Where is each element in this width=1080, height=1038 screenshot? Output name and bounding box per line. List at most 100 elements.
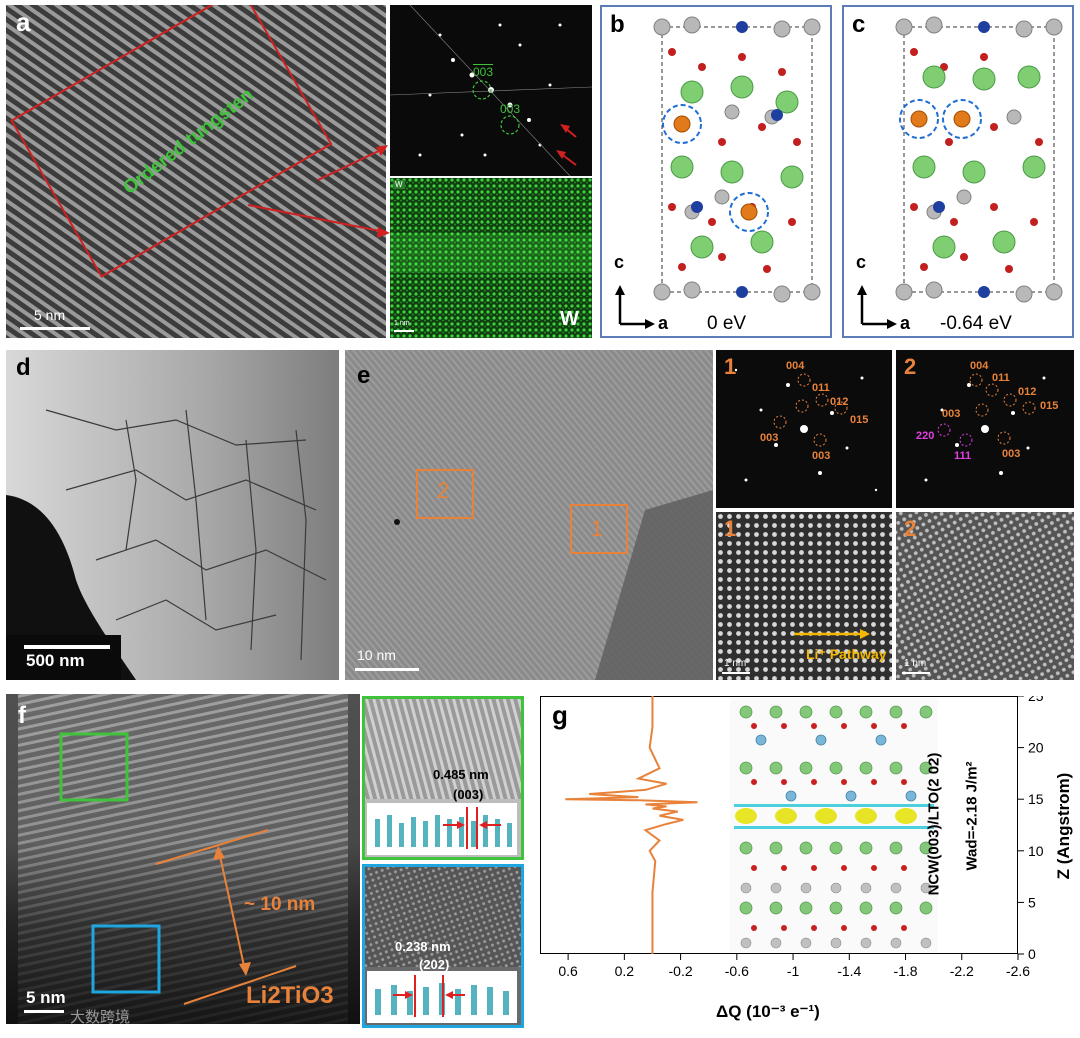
x-tick-label: -0.2: [669, 963, 693, 979]
panel-a-fft: 003 003: [390, 5, 592, 176]
fft-spot-label: 015: [1040, 400, 1059, 412]
hr-tag: 2: [904, 516, 917, 541]
panel-label: e: [357, 362, 371, 389]
charge-difference-line: [565, 696, 698, 954]
scale-bar-label: 5 nm: [34, 307, 66, 323]
scale-bar: [394, 330, 414, 332]
panel-label: g: [552, 700, 568, 730]
scale-bar-label: 1 nm: [904, 658, 927, 669]
axis-a-label: a: [900, 313, 911, 333]
hr-tag: 1: [724, 516, 737, 541]
thickness-label: ~ 10 nm: [244, 894, 316, 915]
fft-tag: 1: [724, 354, 737, 379]
scale-bar-label: 10 nm: [357, 647, 396, 663]
fft-spot-label: 003: [1002, 448, 1021, 460]
lattice-and-profile: [365, 699, 521, 855]
hrtem-texture: [345, 350, 713, 680]
fft-spot-label: 012: [1018, 386, 1037, 398]
plane-label: (003): [453, 787, 484, 802]
blue-roi-box: [91, 924, 161, 994]
x-axis-label: ΔQ (10⁻³ e⁻¹): [716, 1002, 820, 1021]
x-tick-label: -2.2: [950, 963, 974, 979]
y-tick-label: 25: [1028, 696, 1044, 704]
panel-label: c: [852, 11, 866, 38]
crystal-structure: [857, 16, 1063, 329]
panel-g-chart: 0.6 0.2 -0.2 -0.6 -1 -1.4 -1.8 -2.2 -2.6 0 5 10 15 20…: [540, 696, 1080, 1038]
axis-c-label: c: [614, 252, 625, 272]
watermark: 大数跨境: [70, 1009, 131, 1024]
spacing-label: 0.238 nm: [395, 939, 451, 954]
x-tick-label: -0.6: [725, 963, 749, 979]
stem-texture: [6, 694, 360, 1024]
wad-label: Wad=-2.18 J/m²: [963, 761, 981, 871]
fft-spot-label: 003: [500, 102, 521, 116]
ordered-region-box: [10, 5, 333, 278]
li-pathway-label: Li⁺ Pathway: [806, 646, 887, 662]
stem-lattice-texture: [6, 5, 386, 338]
scale-bar: [20, 327, 90, 330]
x-tick-label: -1.4: [837, 963, 861, 979]
axis-a-label: a: [658, 313, 669, 333]
x-tick-label: -1: [787, 963, 800, 979]
panel-b-crystal-model: b c a 0 eV: [600, 5, 832, 338]
fft-spot-label: 003: [760, 432, 779, 444]
panel-label: f: [18, 702, 26, 729]
panel-label: d: [16, 354, 31, 381]
slab-structure: [730, 698, 938, 952]
y-tick-label: 5: [1028, 894, 1036, 910]
eds-element-label: W: [560, 308, 579, 330]
hrtem-region-1: 1 Li⁺ Pathway 1 nm: [716, 512, 892, 680]
fft-pattern: [734, 368, 878, 492]
fft-spot-label: 015: [850, 414, 869, 426]
scale-bar-label: 1 nm: [724, 658, 747, 669]
callout-arrows: [247, 145, 390, 238]
fft-region-1: 1 004 011 012 015 003 003: [716, 350, 892, 508]
atomic-lattice: [716, 512, 892, 680]
scale-bar: [24, 645, 110, 649]
x-tick-label: 0.6: [558, 963, 578, 979]
panel-e-hrtem-image: e 2 1 10 nm: [345, 350, 713, 680]
fft-spot-label: 011: [992, 372, 1010, 384]
region-label-1: 1: [591, 516, 604, 541]
atomic-lattice: [896, 512, 1074, 680]
spacing-label: 0.485 nm: [433, 767, 489, 782]
scale-bar: [24, 1010, 64, 1013]
fft-pattern: [924, 373, 1046, 482]
panel-d-sem-image: d 500 nm: [6, 350, 339, 680]
energy-label: 0 eV: [707, 313, 747, 334]
panel-c-crystal-model: c c a -0.64 eV: [842, 5, 1074, 338]
fft-spot-label: 111: [954, 450, 972, 462]
sem-texture: [6, 350, 339, 680]
y-tick-label: 20: [1028, 740, 1044, 756]
region-label-2: 2: [437, 478, 450, 503]
y-tick-label: 15: [1028, 791, 1044, 807]
scale-bar: [355, 668, 419, 671]
fft-spot-label: 003: [812, 450, 831, 462]
charge-density-chart: 0.6 0.2 -0.2 -0.6 -1 -1.4 -1.8 -2.2 -2.60 5 10 15 20…: [558, 696, 1044, 979]
panel-label: a: [16, 7, 31, 37]
energy-label: -0.64 eV: [940, 313, 1012, 334]
phase-text: Li2TiO3: [246, 982, 334, 1009]
y-tick-label: 10: [1028, 843, 1044, 859]
fft-spot-label: 004: [786, 360, 805, 372]
hrtem-region-2: 2 1 nm: [896, 512, 1074, 680]
crystal-structure: [615, 16, 821, 329]
green-roi-box: [59, 732, 129, 802]
fft-spot-label: 004: [970, 360, 989, 372]
region-box-1: [570, 504, 628, 554]
fft-region-2: 2 004 011 012 015 003 220 111 003: [896, 350, 1074, 508]
inset-blue-spacing: 0.238 nm (202): [362, 864, 524, 1028]
x-tick-label: -1.8: [893, 963, 917, 979]
fft-spot-label: 003: [942, 408, 961, 420]
fft-spot-label: 220: [916, 430, 935, 442]
lattice-and-profile: [365, 867, 521, 1023]
scale-bar-label: 5 nm: [26, 988, 66, 1007]
fft-tag: 2: [904, 354, 917, 379]
eds-tag: W: [393, 180, 405, 189]
plane-label: (202): [419, 957, 450, 972]
scale-bar: [902, 672, 930, 674]
interface-label: NCW(003)/LTO(2 02): [925, 752, 943, 896]
x-tick-label: 0.2: [615, 963, 635, 979]
panel-a-stem-image: a Ordered tungsten 5 nm: [6, 5, 386, 338]
panel-a-eds-map: W W 1 nm: [390, 178, 592, 338]
